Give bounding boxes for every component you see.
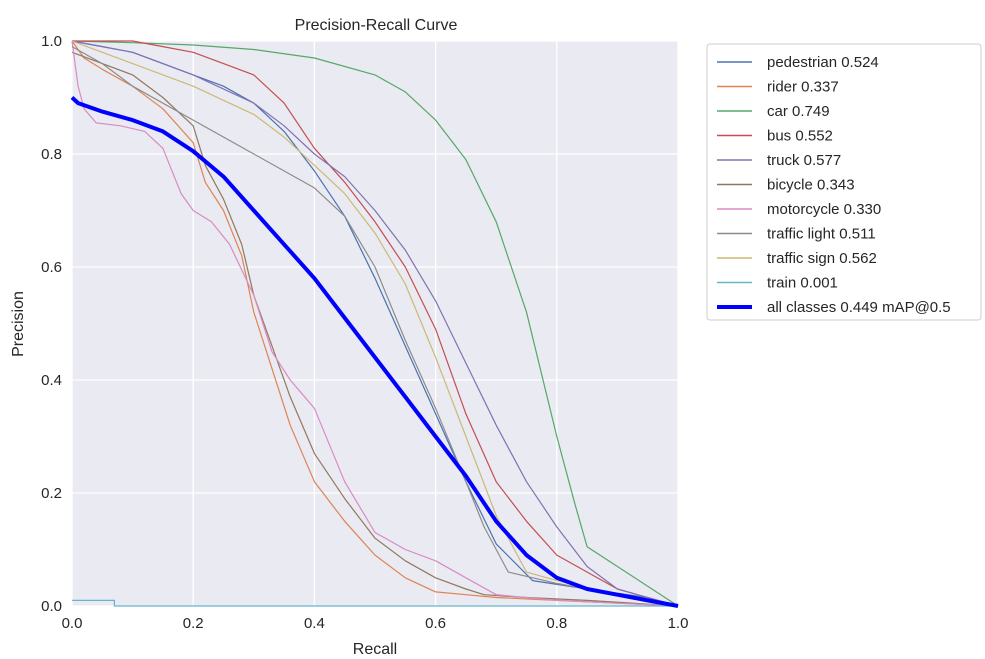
series-line-bicycle: [71, 51, 679, 607]
x-tick-label: 0.2: [183, 615, 204, 632]
series-line-all-classes-0-449: [70, 96, 679, 608]
x-ticks: 0.0 0.2 0.4 0.6 0.8 1.0: [62, 615, 689, 632]
legend-entry: traffic sign 0.562: [767, 250, 877, 267]
series-line-traffic-light: [71, 46, 679, 607]
x-tick-label: 0.6: [425, 615, 446, 632]
y-tick-label: 0.0: [41, 598, 62, 615]
series-line-car: [71, 40, 679, 607]
grid: [71, 40, 679, 607]
series-line-train: [72, 599, 678, 607]
y-ticks: 0.0 0.2 0.4 0.6 0.8 1.0: [41, 33, 62, 615]
y-tick-label: 0.8: [41, 146, 62, 163]
series-lines: [70, 40, 679, 608]
legend-entry: truck 0.577: [767, 152, 841, 169]
y-tick-label: 0.6: [41, 259, 62, 276]
legend-entry: bicycle 0.343: [767, 177, 855, 194]
x-tick-label: 0.8: [546, 615, 567, 632]
legend-entry: train 0.001: [767, 275, 838, 292]
legend-entry: bus 0.552: [767, 128, 833, 145]
x-tick-label: 0.0: [62, 615, 83, 632]
series-line-bus: [72, 40, 679, 607]
y-tick-label: 0.2: [41, 485, 62, 502]
plot-area: [72, 41, 678, 606]
y-tick-label: 1.0: [41, 33, 62, 50]
legend: pedestrian 0.524 rider 0.337 car 0.749 bus …: [706, 43, 982, 321]
legend-entry: pedestrian 0.524: [767, 54, 879, 71]
legend-entry: rider 0.337: [767, 79, 839, 96]
x-tick-label: 0.4: [304, 615, 325, 632]
series-line-motorcycle: [71, 40, 679, 607]
legend-box: [706, 43, 982, 321]
chart-title: Precision-Recall Curve: [295, 17, 458, 34]
series-line-traffic-sign: [71, 40, 679, 607]
y-tick-label: 0.4: [41, 372, 62, 389]
series-line-rider: [71, 40, 679, 607]
legend-entry: all classes 0.449 mAP@0.5: [767, 299, 951, 316]
legend-entry: motorcycle 0.330: [767, 201, 881, 218]
x-axis-label: Recall: [353, 641, 397, 658]
y-axis-label: Precision: [10, 291, 27, 357]
legend-entry: car 0.749: [767, 103, 830, 120]
x-tick-label: 1.0: [668, 615, 689, 632]
legend-entry: traffic light 0.511: [767, 226, 876, 243]
series-line-truck: [71, 40, 679, 607]
